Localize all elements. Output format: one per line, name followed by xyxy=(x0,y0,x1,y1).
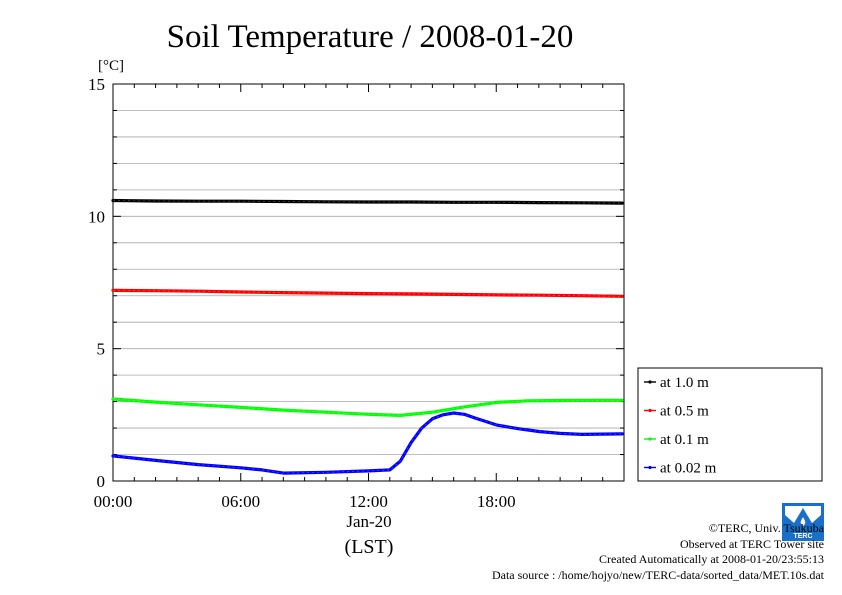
legend: at 1.0 m at 0.5 m at 0.1 m at 0.02 m xyxy=(637,367,823,482)
y-tick-label: 15 xyxy=(88,75,105,94)
observed-text: Observed at TERC Tower site xyxy=(679,536,824,551)
legend-marker xyxy=(648,437,652,441)
legend-box xyxy=(637,367,823,482)
plot-frame xyxy=(112,83,625,482)
legend-label: at 1.0 m xyxy=(660,375,709,391)
legend-label: at 0.02 m xyxy=(660,461,717,477)
series-line-texture xyxy=(112,200,623,204)
gridlines xyxy=(113,110,624,455)
legend-marker xyxy=(648,465,652,470)
terc-logo-icon: TERC xyxy=(782,503,824,541)
legend-marker xyxy=(648,380,652,384)
y-tick-label: 0 xyxy=(97,472,106,491)
x-tick-labels: 00:00 06:00 12:00 18:00 xyxy=(94,492,516,511)
x-axis-label: (LST) xyxy=(345,536,394,558)
series-line xyxy=(111,198,624,205)
x-tick-label: 12:00 xyxy=(349,492,388,511)
y-tick-label: 10 xyxy=(88,207,105,226)
y-tick-label: 5 xyxy=(97,340,106,359)
legend-label: at 0.1 m xyxy=(660,432,709,448)
series-line xyxy=(111,411,624,475)
series-lines xyxy=(111,198,624,475)
copyright-text: ©TERC, Univ. Tsukuba xyxy=(708,521,824,535)
series-line-texture xyxy=(112,290,623,297)
x-tick-label: 00:00 xyxy=(94,492,133,511)
chart-title: Soil Temperature / 2008-01-20 xyxy=(167,19,574,55)
y-axis-unit-label: [°C] xyxy=(98,58,124,74)
credits-block: ©TERC, Univ. Tsukuba Observed at TERC To… xyxy=(492,521,824,583)
legend-label: at 0.5 m xyxy=(660,404,709,420)
x-tick-label: 06:00 xyxy=(221,492,260,511)
series-line-texture xyxy=(112,412,623,474)
y-tick-labels: 0 5 10 15 xyxy=(88,75,105,491)
data-source-text: Data source : /home/hojyo/new/TERC-data/… xyxy=(491,567,824,582)
x-tick-label: 18:00 xyxy=(477,492,516,511)
axis-ticks xyxy=(112,83,625,482)
series-line xyxy=(111,397,624,417)
date-label: Jan-20 xyxy=(346,512,391,531)
created-text: Created Automatically at 2008-01-20/23:5… xyxy=(599,552,824,566)
logo-text: TERC xyxy=(793,533,812,540)
series-line xyxy=(111,288,624,298)
legend-marker xyxy=(648,408,652,413)
